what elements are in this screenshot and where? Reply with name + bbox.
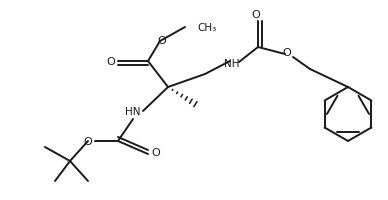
Text: O: O [158, 36, 166, 46]
Text: O: O [152, 147, 160, 157]
Text: O: O [84, 136, 92, 146]
Text: O: O [107, 57, 115, 67]
Text: CH₃: CH₃ [197, 23, 216, 33]
Text: NH: NH [224, 59, 240, 69]
Text: O: O [282, 48, 291, 58]
Text: HN: HN [125, 106, 141, 116]
Text: O: O [252, 10, 260, 20]
